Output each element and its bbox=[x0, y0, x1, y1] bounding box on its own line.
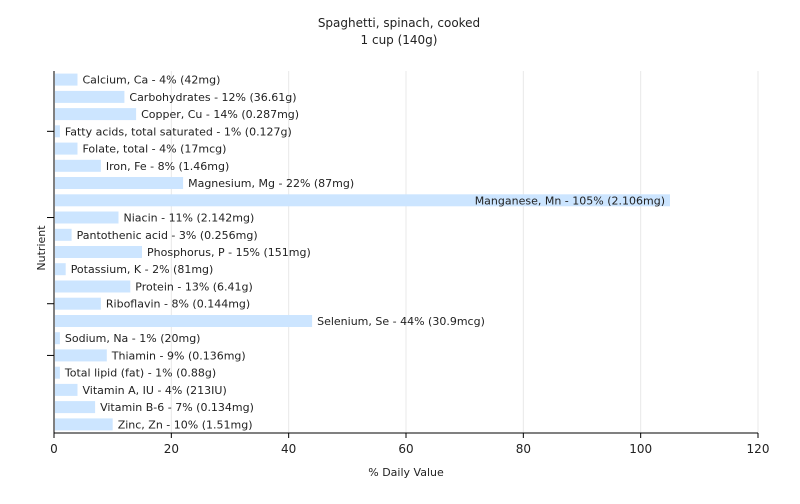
x-tick-label: 0 bbox=[50, 442, 58, 456]
bar bbox=[55, 108, 137, 121]
x-tick-label: 60 bbox=[398, 442, 413, 456]
bar bbox=[55, 401, 96, 414]
bar bbox=[55, 366, 60, 379]
x-tick-label: 40 bbox=[281, 442, 296, 456]
y-axis-title: Nutrient bbox=[35, 225, 48, 271]
bar-label: Total lipid (fat) - 1% (0.88g) bbox=[64, 367, 216, 380]
bar-label: Fatty acids, total saturated - 1% (0.127… bbox=[65, 125, 292, 138]
bar bbox=[55, 125, 60, 138]
bar-label: Riboflavin - 8% (0.144mg) bbox=[106, 298, 250, 311]
bar bbox=[55, 297, 101, 310]
bar-label: Magnesium, Mg - 22% (87mg) bbox=[188, 177, 354, 190]
x-tick-label: 100 bbox=[629, 442, 652, 456]
bar-label: Carbohydrates - 12% (36.61g) bbox=[129, 91, 296, 104]
bar-label: Vitamin A, IU - 4% (213IU) bbox=[83, 384, 227, 397]
bar-label: Phosphorus, P - 15% (151mg) bbox=[147, 246, 311, 259]
bar-label: Copper, Cu - 14% (0.287mg) bbox=[141, 108, 299, 121]
grid-lines bbox=[170, 71, 759, 433]
bar bbox=[55, 90, 125, 103]
bar bbox=[55, 211, 119, 224]
bar bbox=[55, 142, 78, 155]
bar-label: Folate, total - 4% (17mcg) bbox=[83, 143, 227, 156]
bar bbox=[55, 177, 184, 189]
bars bbox=[55, 73, 670, 431]
bar-label: Thiamin - 9% (0.136mg) bbox=[111, 349, 246, 362]
axes: 0 20 40 60 80 100 120 bbox=[47, 71, 769, 456]
bar bbox=[55, 280, 131, 293]
bar-label: Potassium, K - 2% (81mg) bbox=[71, 263, 214, 276]
bar bbox=[55, 349, 107, 362]
bar-label: Niacin - 11% (2.142mg) bbox=[124, 212, 255, 225]
bar-label: Sodium, Na - 1% (20mg) bbox=[65, 332, 201, 345]
bar-label: Selenium, Se - 44% (30.9mcg) bbox=[317, 315, 485, 328]
bar-label: Iron, Fe - 8% (1.46mg) bbox=[106, 160, 229, 173]
bar bbox=[55, 383, 78, 396]
bar bbox=[55, 263, 66, 276]
x-axis-title: % Daily Value bbox=[368, 466, 444, 479]
bar-label: Zinc, Zn - 10% (1.51mg) bbox=[118, 418, 253, 431]
bar bbox=[55, 418, 113, 431]
bar-label: Protein - 13% (6.41g) bbox=[135, 281, 253, 294]
bar-label: Manganese, Mn - 105% (2.106mg) bbox=[475, 194, 665, 207]
bar bbox=[55, 332, 60, 345]
bar bbox=[55, 315, 313, 327]
bar-label: Vitamin B-6 - 7% (0.134mg) bbox=[100, 401, 254, 414]
bar bbox=[55, 73, 78, 86]
x-tick-label: 80 bbox=[516, 442, 531, 456]
chart-subtitle: 1 cup (140g) bbox=[361, 33, 438, 47]
bar bbox=[55, 228, 72, 241]
x-tick-label: 20 bbox=[164, 442, 179, 456]
chart-title: Spaghetti, spinach, cooked bbox=[318, 16, 480, 30]
bar-labels: Calcium, Ca - 4% (42mg) Carbohydrates - 1… bbox=[64, 74, 665, 432]
bar bbox=[55, 159, 101, 172]
x-tick-label: 120 bbox=[747, 442, 770, 456]
bar-label: Pantothenic acid - 3% (0.256mg) bbox=[77, 229, 258, 242]
bar-label: Calcium, Ca - 4% (42mg) bbox=[83, 74, 221, 87]
bar bbox=[55, 194, 670, 207]
bar bbox=[55, 246, 142, 258]
